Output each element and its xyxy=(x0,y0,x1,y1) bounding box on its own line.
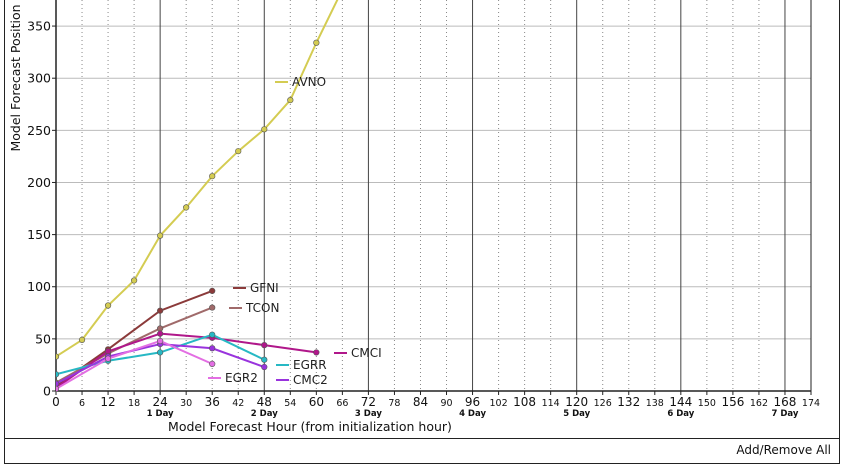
x-tick-label: 96 xyxy=(465,395,480,409)
series-label-tcon: TCON xyxy=(245,301,279,315)
x-tick-label: 138 xyxy=(646,398,664,409)
x-tick-label: 90 xyxy=(440,398,452,409)
forecast-chart: 0 50 100 150 200 250 300 350 0 6 12 18 24 30 36 42 48 54 6… xyxy=(8,0,820,434)
y-tick-label: 350 xyxy=(27,19,51,34)
x-tick-label: 72 xyxy=(361,395,376,409)
y-tick-label: 0 xyxy=(43,384,51,399)
y-tick-label: 300 xyxy=(27,71,51,86)
y-tick-label: 250 xyxy=(27,123,51,138)
series-point-egrr xyxy=(157,349,164,356)
series-point-cmci xyxy=(313,349,320,356)
x-tick-label: 24 xyxy=(152,395,167,409)
y-tick-label: 150 xyxy=(27,227,51,242)
day-label: 4 Day xyxy=(459,409,486,419)
x-tick-label: 48 xyxy=(257,395,272,409)
series-label-egr2: EGR2 xyxy=(225,371,258,385)
x-tick-label: 78 xyxy=(388,398,400,409)
x-tick-label: 108 xyxy=(513,395,536,409)
x-axis-title: Model Forecast Hour (from initialization… xyxy=(168,419,452,434)
series-point-avno xyxy=(235,148,242,155)
x-tick-label: 150 xyxy=(698,398,716,409)
series-point-avno xyxy=(131,277,138,284)
x-tick-label: 84 xyxy=(413,395,428,409)
x-tick-label: 0 xyxy=(52,395,60,409)
series-label-gfni: GFNI xyxy=(250,281,279,295)
x-tick-label: 120 xyxy=(565,395,588,409)
x-tick-label: 18 xyxy=(128,398,140,409)
axes-layer: 0 50 100 150 200 250 300 350 0 6 12 18 24 30 36 42 48 54 6… xyxy=(27,0,820,419)
series-point-avno xyxy=(313,39,320,46)
day-label: 7 Day xyxy=(771,409,798,419)
y-tick-label: 200 xyxy=(27,175,51,190)
series-point-gfni xyxy=(209,287,216,295)
series-point-avno xyxy=(104,302,112,309)
series-point-egrr xyxy=(56,371,60,378)
add-remove-all-button[interactable]: Add/Remove All xyxy=(736,443,831,457)
x-tick-label: 162 xyxy=(750,398,768,409)
x-tick-label: 144 xyxy=(669,395,692,409)
series-point-avno xyxy=(56,353,60,360)
series-point-avno xyxy=(157,232,164,239)
series-point-cmci xyxy=(104,348,112,355)
grid-layer xyxy=(56,0,812,391)
series-point-avno xyxy=(261,126,268,133)
series-point-avno xyxy=(78,336,86,344)
series-point-egrr xyxy=(261,356,268,363)
day-label: 5 Day xyxy=(563,409,590,419)
x-tick-label: 36 xyxy=(205,395,220,409)
series-point-egr2 xyxy=(56,385,60,393)
series-label-avno: AVNO xyxy=(292,75,326,89)
series-point-egr2 xyxy=(104,355,112,362)
x-tick-label: 156 xyxy=(721,395,744,409)
x-tick-label: 6 xyxy=(79,398,85,409)
series-point-cmc2 xyxy=(261,363,268,371)
x-tick-label: 66 xyxy=(336,398,348,409)
series-point-gfni xyxy=(157,307,164,314)
series-label-egrr: EGRR xyxy=(293,358,327,372)
series-line-cmci xyxy=(56,332,317,389)
series-point-avno xyxy=(183,204,190,211)
chart-frame: 0 50 100 150 200 250 300 350 0 6 12 18 24 30 36 42 48 54 6… xyxy=(4,0,840,438)
series-point-egrr xyxy=(209,331,216,338)
series-line-egr2 xyxy=(56,339,213,390)
x-tick-label: 42 xyxy=(232,398,244,409)
x-tick-label: 132 xyxy=(617,395,640,409)
series-point-egr2 xyxy=(209,360,216,367)
series-point-cmc2 xyxy=(209,345,216,352)
series-point-tcon xyxy=(209,304,216,311)
day-label: 2 Day xyxy=(251,409,278,419)
series-point-cmci xyxy=(157,330,164,337)
day-label: 6 Day xyxy=(667,409,694,419)
x-tick-label: 174 xyxy=(802,398,820,409)
x-tick-label: 60 xyxy=(309,395,324,409)
series-line-avno xyxy=(56,0,339,358)
series-point-avno xyxy=(287,96,294,104)
series-point-egr2 xyxy=(157,337,164,345)
x-tick-label: 168 xyxy=(774,395,797,409)
day-label: 1 Day xyxy=(147,409,174,419)
x-tick-label: 12 xyxy=(100,395,115,409)
series-label-cmc2: CMC2 xyxy=(293,373,328,387)
y-axis-title: Model Forecast Position xyxy=(8,4,23,151)
y-tick-label: 50 xyxy=(35,331,51,346)
series-point-cmc2 xyxy=(56,380,60,387)
x-tick-label: 54 xyxy=(284,398,296,409)
series-point-cmci xyxy=(261,342,268,349)
series-layer xyxy=(56,0,339,393)
x-tick-label: 102 xyxy=(490,398,508,409)
x-tick-label: 114 xyxy=(542,398,560,409)
series-label-cmci: CMCI xyxy=(351,346,382,360)
y-tick-label: 100 xyxy=(27,279,51,294)
x-tick-label: 30 xyxy=(180,398,192,409)
footer-bar: Add/Remove All xyxy=(4,438,840,464)
x-tick-label: 126 xyxy=(594,398,612,409)
series-point-avno xyxy=(209,173,216,180)
series-point-tcon xyxy=(157,325,164,332)
day-label: 3 Day xyxy=(355,409,382,419)
